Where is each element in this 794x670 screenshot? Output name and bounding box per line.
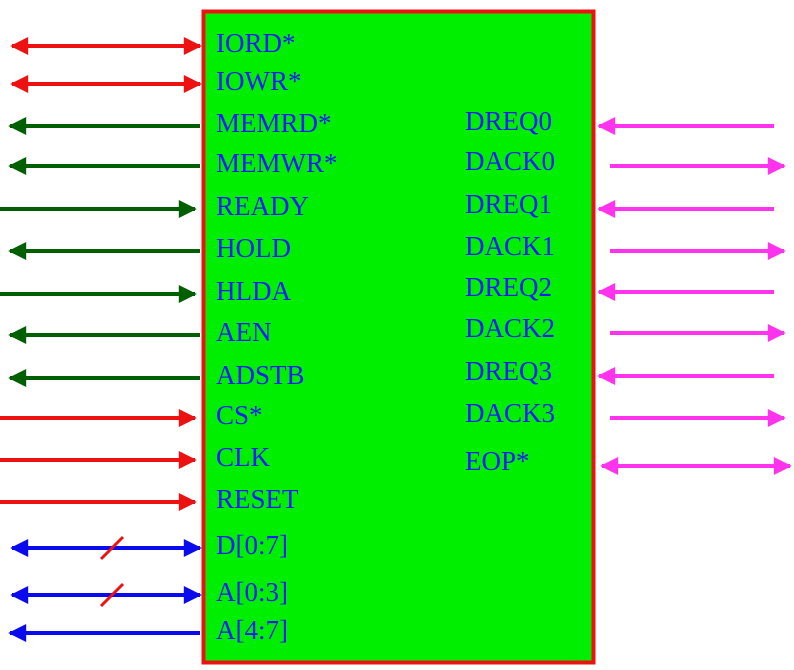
- bus-slash-d-0-7: [99, 535, 125, 561]
- pin-label-dack3: DACK3: [465, 398, 555, 428]
- pin-label-iowr-n: IOWR*: [216, 66, 301, 96]
- pin-label-cs-n: CS*: [216, 400, 263, 430]
- pin-label-dreq3: DREQ3: [465, 356, 552, 386]
- pin-label-adstb: ADSTB: [216, 360, 305, 390]
- pin-label-memwr-n: MEMWR*: [216, 148, 338, 178]
- pin-label-a-0-3: A[0:3]: [216, 577, 288, 607]
- chip-body: [201, 9, 596, 665]
- pin-label-aen: AEN: [216, 317, 272, 347]
- pin-label-hlda: HLDA: [216, 276, 291, 306]
- pin-label-hold: HOLD: [216, 233, 291, 263]
- pin-label-iord-n: IORD*: [216, 28, 296, 58]
- pin-label-d-0-7: D[0:7]: [216, 530, 288, 560]
- pin-label-clk: CLK: [216, 442, 271, 472]
- signal-wires: [0, 37, 792, 642]
- pin-label-ready: READY: [216, 191, 309, 221]
- pin-labels: IORD* IOWR* MEMRD* MEMWR* READY HOLD HLDA AEN AD…: [216, 28, 555, 645]
- pin-label-memrd-n: MEMRD*: [216, 108, 332, 138]
- pin-label-eop-n: EOP*: [465, 446, 530, 476]
- pin-label-dreq2: DREQ2: [465, 272, 552, 302]
- pin-label-dreq0: DREQ0: [465, 106, 552, 136]
- pin-label-dack2: DACK2: [465, 313, 555, 343]
- bus-slash-a-0-3: [99, 582, 125, 608]
- pin-label-reset: RESET: [216, 484, 299, 514]
- pin-label-dack0: DACK0: [465, 146, 555, 176]
- pin-label-a-4-7: A[4:7]: [216, 615, 288, 645]
- pin-label-dreq1: DREQ1: [465, 189, 552, 219]
- pin-label-dack1: DACK1: [465, 231, 555, 261]
